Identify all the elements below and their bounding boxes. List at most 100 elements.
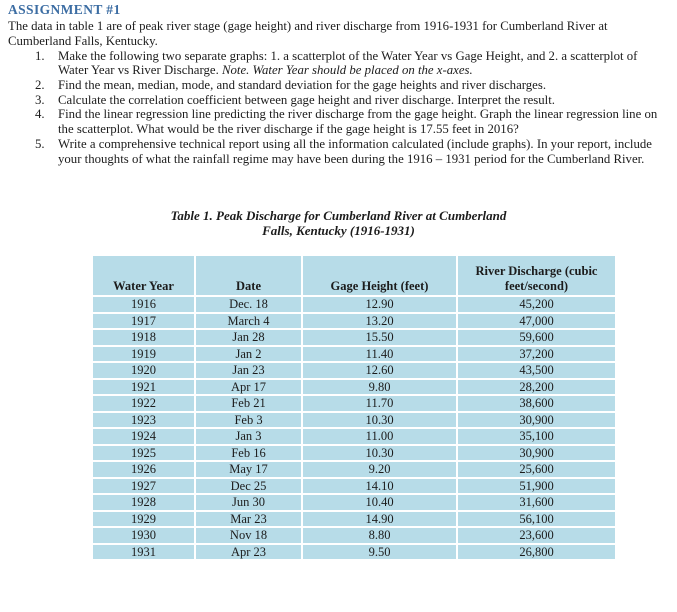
cell-date: Apr 17 (196, 379, 301, 395)
cell-gage-height: 11.70 (303, 396, 456, 411)
table-row: 1922 Feb 21 11.70 38,600 (93, 396, 615, 411)
table-row: 1918 Jan 28 15.50 59,600 (93, 330, 615, 345)
cell-river-discharge: 59,600 (458, 330, 615, 345)
cell-water-year: 1924 (93, 429, 194, 444)
cell-water-year: 1926 (93, 462, 194, 477)
list-item-number: 5. (35, 136, 45, 151)
intro-paragraph: The data in table 1 are of peak river st… (8, 19, 608, 48)
list-item-text: Make the following two separate graphs: … (58, 49, 669, 78)
table-header-row: Water Year Date Gage Height (feet) River… (93, 256, 615, 296)
table-row: 1923 Feb 3 10.30 30,900 (93, 412, 615, 428)
cell-water-year: 1919 (93, 346, 194, 362)
table-row: 1928 Jun 30 10.40 31,600 (93, 495, 615, 510)
cell-gage-height: 13.20 (303, 313, 456, 329)
cell-river-discharge: 26,800 (458, 544, 615, 560)
cell-river-discharge: 23,600 (458, 528, 615, 543)
cell-date: Apr 23 (196, 544, 301, 560)
list-item-text: Find the mean, median, mode, and standar… (58, 78, 547, 92)
cell-water-year: 1917 (93, 313, 194, 329)
cell-river-discharge: 45,200 (458, 297, 615, 312)
cell-water-year: 1921 (93, 379, 194, 395)
list-item: 2. Find the mean, median, mode, and stan… (35, 78, 669, 93)
cell-river-discharge: 30,900 (458, 412, 615, 428)
cell-gage-height: 9.80 (303, 379, 456, 395)
table-row: 1927 Dec 25 14.10 51,900 (93, 478, 615, 494)
column-header-gage-height: Gage Height (feet) (303, 256, 456, 296)
cell-gage-height: 14.90 (303, 511, 456, 527)
list-item-body: Make the following two separate graphs: … (58, 48, 638, 78)
peak-discharge-table: Water Year Date Gage Height (feet) River… (91, 254, 617, 561)
list-item: 5. Write a comprehensive technical repor… (35, 137, 669, 166)
table-row: 1919 Jan 2 11.40 37,200 (93, 346, 615, 362)
column-header-date: Date (196, 256, 301, 296)
cell-date: Mar 23 (196, 511, 301, 527)
cell-gage-height: 15.50 (303, 330, 456, 345)
list-item-number: 2. (35, 78, 45, 92)
table-body: 1916 Dec. 18 12.90 45,200 1917 March 4 1… (93, 297, 615, 560)
cell-date: Jun 30 (196, 495, 301, 510)
list-item: 4. Find the linear regression line predi… (35, 107, 669, 136)
cell-gage-height: 14.10 (303, 478, 456, 494)
cell-date: Jan 28 (196, 330, 301, 345)
cell-water-year: 1929 (93, 511, 194, 527)
column-header-river-discharge: River Discharge (cubic feet/second) (458, 256, 615, 296)
cell-water-year: 1930 (93, 528, 194, 543)
cell-date: Jan 23 (196, 363, 301, 378)
cell-water-year: 1925 (93, 445, 194, 461)
cell-river-discharge: 38,600 (458, 396, 615, 411)
list-item: 1. Make the following two separate graph… (35, 49, 669, 78)
cell-water-year: 1928 (93, 495, 194, 510)
list-item-text: Write a comprehensive technical report u… (58, 136, 652, 166)
cell-date: Dec. 18 (196, 297, 301, 312)
table-row: 1916 Dec. 18 12.90 45,200 (93, 297, 615, 312)
table-row: 1924 Jan 3 11.00 35,100 (93, 429, 615, 444)
cell-gage-height: 10.30 (303, 445, 456, 461)
cell-gage-height: 10.30 (303, 412, 456, 428)
cell-river-discharge: 51,900 (458, 478, 615, 494)
assignment-list: 1. Make the following two separate graph… (35, 49, 669, 167)
list-item-text: Find the linear regression line predicti… (58, 107, 658, 137)
cell-gage-height: 9.50 (303, 544, 456, 560)
table-row: 1929 Mar 23 14.90 56,100 (93, 511, 615, 527)
cell-date: March 4 (196, 313, 301, 329)
table-row: 1926 May 17 9.20 25,600 (93, 462, 615, 477)
cell-river-discharge: 37,200 (458, 346, 615, 362)
cell-water-year: 1927 (93, 478, 194, 494)
cell-date: Feb 3 (196, 412, 301, 428)
cell-date: Jan 3 (196, 429, 301, 444)
cell-river-discharge: 47,000 (458, 313, 615, 329)
cell-gage-height: 9.20 (303, 462, 456, 477)
list-item-text: Calculate the correlation coefficient be… (58, 92, 555, 107)
list-item: 3. Calculate the correlation coefficient… (35, 93, 669, 108)
column-header-water-year: Water Year (93, 256, 194, 296)
table-row: 1917 March 4 13.20 47,000 (93, 313, 615, 329)
cell-water-year: 1931 (93, 544, 194, 560)
cell-date: Nov 18 (196, 528, 301, 543)
assignment-heading: ASSIGNMENT #1 (8, 2, 121, 17)
cell-river-discharge: 30,900 (458, 445, 615, 461)
cell-date: Feb 21 (196, 396, 301, 411)
cell-river-discharge: 56,100 (458, 511, 615, 527)
cell-gage-height: 11.40 (303, 346, 456, 362)
cell-gage-height: 12.60 (303, 363, 456, 378)
cell-water-year: 1923 (93, 412, 194, 428)
cell-water-year: 1916 (93, 297, 194, 312)
cell-gage-height: 12.90 (303, 297, 456, 312)
table-row: 1930 Nov 18 8.80 23,600 (93, 528, 615, 543)
table-row: 1920 Jan 23 12.60 43,500 (93, 363, 615, 378)
cell-river-discharge: 28,200 (458, 379, 615, 395)
cell-gage-height: 10.40 (303, 495, 456, 510)
list-item-number: 1. (35, 48, 45, 63)
cell-water-year: 1920 (93, 363, 194, 378)
cell-gage-height: 8.80 (303, 528, 456, 543)
table-title-line1: Table 1. Peak Discharge for Cumberland R… (170, 208, 507, 224)
cell-water-year: 1922 (93, 396, 194, 411)
cell-date: May 17 (196, 462, 301, 477)
table-row: 1925 Feb 16 10.30 30,900 (93, 445, 615, 461)
cell-river-discharge: 31,600 (458, 495, 615, 510)
cell-river-discharge: 35,100 (458, 429, 615, 444)
cell-date: Feb 16 (196, 445, 301, 461)
cell-gage-height: 11.00 (303, 429, 456, 444)
list-item-number: 4. (35, 107, 45, 122)
cell-river-discharge: 43,500 (458, 363, 615, 378)
